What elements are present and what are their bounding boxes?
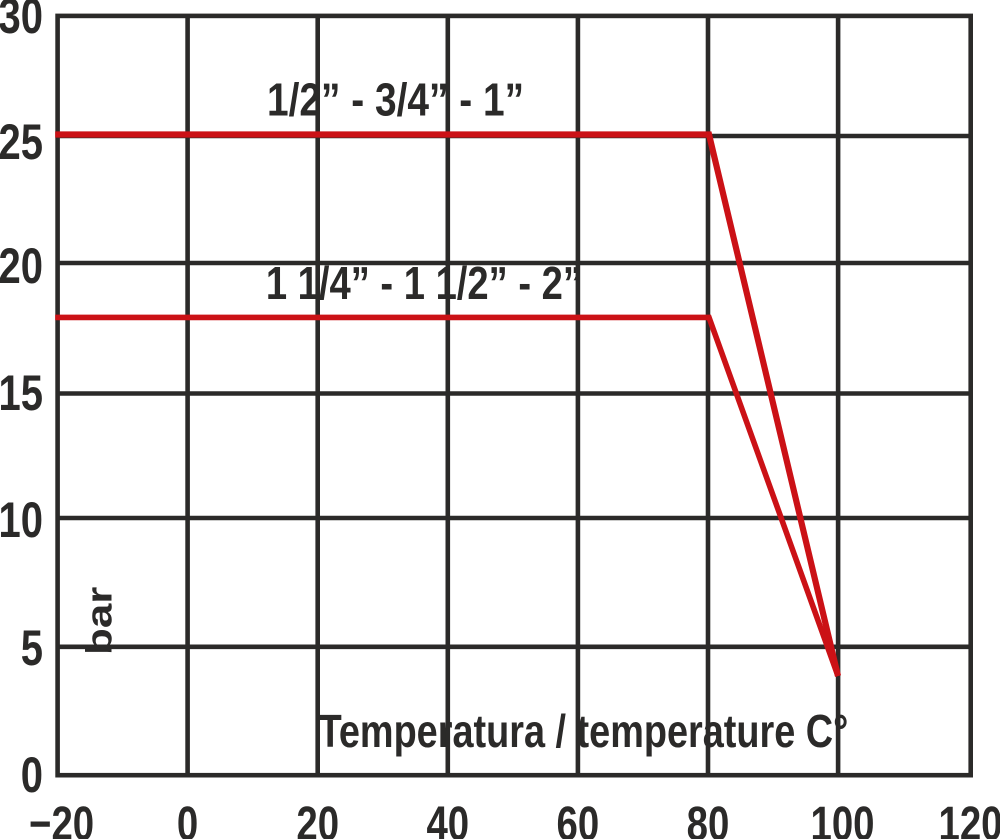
svg-text:30: 30 [0, 0, 43, 44]
svg-text:20: 20 [0, 238, 43, 294]
svg-text:0: 0 [21, 747, 43, 803]
svg-text:15: 15 [0, 365, 43, 421]
svg-text:0: 0 [177, 798, 198, 839]
svg-text:20: 20 [296, 798, 339, 839]
svg-text:5: 5 [21, 620, 43, 676]
svg-text:Temperatura / temperature C°: Temperatura / temperature C° [319, 706, 849, 757]
svg-text:40: 40 [426, 798, 469, 839]
svg-text:25: 25 [0, 114, 43, 170]
svg-text:10: 10 [0, 492, 43, 548]
svg-text:120: 120 [938, 798, 1000, 839]
svg-text:100: 100 [810, 798, 874, 839]
svg-text:1 1/4” - 1 1/2” - 2”: 1 1/4” - 1 1/2” - 2” [266, 258, 582, 309]
svg-text:−20: −20 [29, 798, 94, 839]
svg-text:bar: bar [79, 586, 119, 655]
svg-text:1/2” - 3/4” - 1”: 1/2” - 3/4” - 1” [267, 74, 524, 126]
svg-text:60: 60 [557, 798, 600, 839]
svg-text:80: 80 [687, 798, 730, 839]
